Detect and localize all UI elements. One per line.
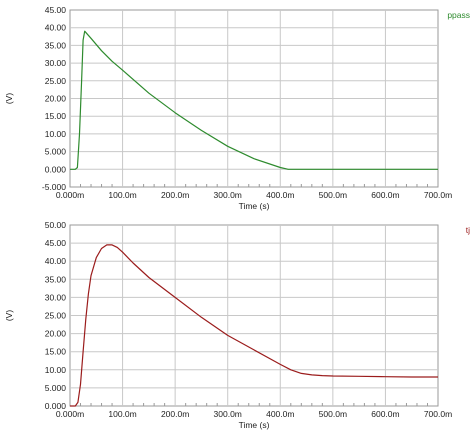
x-tick-label-0-6: 600.0m [371, 190, 399, 200]
y-tick-label-0-6: 25.00 [45, 76, 67, 86]
y-tick-label-0-9: 40.00 [45, 23, 67, 33]
x-tick-label-1-2: 200.0m [161, 409, 189, 419]
y-axis-label-1: (V) [4, 310, 14, 322]
y-tick-label-1-7: 35.00 [45, 274, 67, 284]
x-tick-label-1-6: 600.0m [371, 409, 399, 419]
legend-label-ppass: ppass [447, 10, 470, 20]
x-axis-label-1: Time (s) [239, 420, 270, 430]
x-tick-label-0-7: 700.0m [424, 190, 452, 200]
y-tick-label-1-1: 5.000 [45, 383, 67, 393]
x-tick-label-0-4: 400.0m [266, 190, 294, 200]
x-tick-label-0-3: 300.0m [214, 190, 242, 200]
x-tick-label-1-7: 700.0m [424, 409, 452, 419]
x-tick-label-1-5: 500.0m [319, 409, 347, 419]
y-tick-label-1-0: 0.000 [45, 401, 67, 411]
y-tick-label-0-2: 5.000 [45, 147, 67, 157]
y-tick-label-0-0: -5.000 [42, 182, 66, 192]
y-tick-label-0-7: 30.00 [45, 58, 67, 68]
y-tick-label-0-10: 45.00 [45, 5, 67, 15]
y-tick-label-1-9: 45.00 [45, 238, 67, 248]
y-tick-label-1-4: 20.00 [45, 329, 67, 339]
series-line-tj [70, 244, 438, 407]
x-tick-label-0-5: 500.0m [319, 190, 347, 200]
y-tick-label-0-5: 20.00 [45, 94, 67, 104]
y-tick-label-0-8: 35.00 [45, 40, 67, 50]
y-tick-label-1-5: 25.00 [45, 311, 67, 321]
x-tick-label-0-0: 0.000m [56, 190, 84, 200]
y-tick-label-0-4: 15.00 [45, 111, 67, 121]
x-tick-label-1-1: 100.0m [108, 409, 136, 419]
y-tick-label-1-8: 40.00 [45, 256, 67, 266]
y-tick-label-1-2: 10.00 [45, 365, 67, 375]
x-axis-label-0: Time (s) [239, 201, 270, 211]
x-tick-label-1-0: 0.000m [56, 409, 84, 419]
x-tick-label-0-2: 200.0m [161, 190, 189, 200]
legend-label-tj: tj [466, 225, 470, 235]
y-tick-label-1-6: 30.00 [45, 292, 67, 302]
y-tick-label-1-10: 50.00 [45, 220, 67, 230]
y-tick-label-0-1: 0.000 [45, 164, 67, 174]
y-axis-label-0: (V) [4, 93, 14, 105]
series-line-ppass [70, 30, 438, 170]
x-tick-label-1-3: 300.0m [214, 409, 242, 419]
x-tick-label-1-4: 400.0m [266, 409, 294, 419]
y-tick-label-0-3: 10.00 [45, 129, 67, 139]
y-tick-label-1-3: 15.00 [45, 347, 67, 357]
x-tick-label-0-1: 100.0m [108, 190, 136, 200]
